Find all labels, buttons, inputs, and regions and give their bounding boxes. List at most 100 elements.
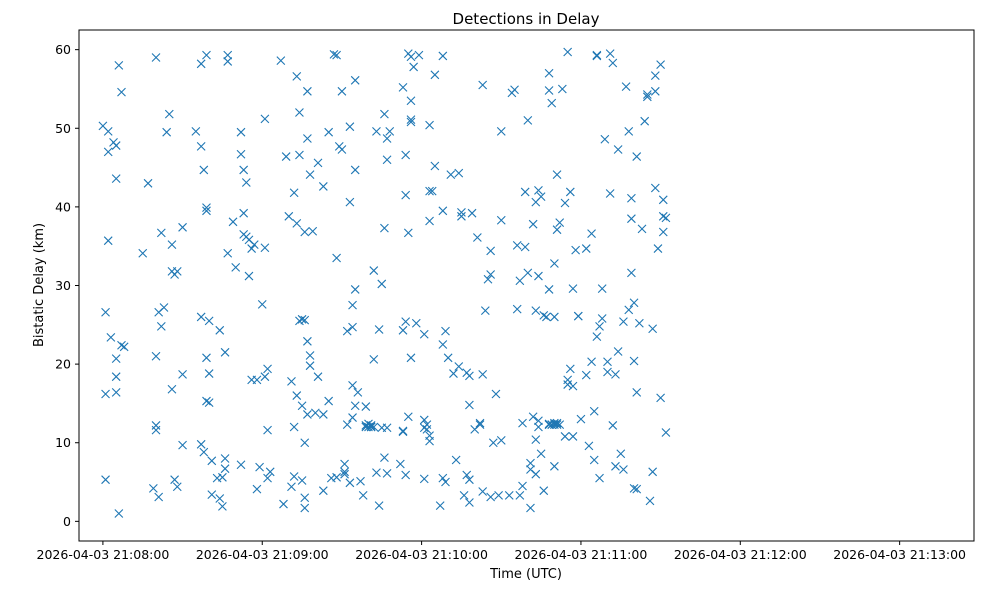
data-point-0-94 bbox=[263, 425, 272, 435]
data-point-0-241 bbox=[465, 475, 474, 485]
data-point-0-18 bbox=[119, 342, 129, 352]
data-point-0-360 bbox=[627, 268, 636, 278]
data-point-0-56 bbox=[204, 316, 214, 326]
data-point-0-228 bbox=[441, 477, 450, 487]
data-point-0-32 bbox=[164, 109, 174, 119]
data-point-0-3 bbox=[101, 307, 110, 317]
data-point-0-49 bbox=[199, 165, 209, 175]
data-point-0-119 bbox=[300, 503, 310, 513]
data-point-0-339 bbox=[595, 321, 604, 331]
data-point-0-382 bbox=[656, 393, 666, 403]
data-point-0-95 bbox=[263, 473, 272, 483]
data-point-0-385 bbox=[658, 227, 668, 237]
data-point-0-280 bbox=[528, 412, 538, 422]
data-point-0-235 bbox=[457, 207, 466, 217]
x-tick-label-0: 2026-04-03 21:08:00 bbox=[37, 547, 170, 562]
data-point-0-377 bbox=[650, 183, 660, 193]
data-point-0-71 bbox=[228, 217, 238, 227]
data-point-0-115 bbox=[300, 227, 310, 237]
data-point-0-220 bbox=[430, 70, 440, 80]
data-point-0-19 bbox=[138, 248, 148, 258]
data-point-0-234 bbox=[454, 168, 464, 178]
data-point-0-198 bbox=[403, 412, 413, 422]
data-point-0-281 bbox=[531, 435, 541, 444]
data-point-0-113 bbox=[297, 401, 307, 411]
data-point-0-344 bbox=[603, 367, 612, 377]
data-point-0-117 bbox=[300, 438, 310, 448]
data-point-0-215 bbox=[425, 436, 434, 446]
data-point-0-90 bbox=[260, 114, 270, 124]
y-axis-label: Bistatic Delay (km) bbox=[32, 223, 47, 347]
data-point-0-98 bbox=[279, 499, 288, 509]
data-point-0-333 bbox=[587, 229, 596, 239]
data-point-0-139 bbox=[332, 50, 341, 60]
data-point-0-45 bbox=[196, 59, 206, 69]
data-point-0-320 bbox=[565, 364, 575, 374]
data-point-0-233 bbox=[454, 362, 464, 371]
data-point-0-325 bbox=[571, 245, 581, 255]
data-point-0-88 bbox=[255, 462, 264, 472]
data-point-0-110 bbox=[295, 150, 304, 160]
x-axis-label: Time (UTC) bbox=[489, 567, 562, 582]
data-point-0-370 bbox=[637, 224, 647, 234]
data-point-0-347 bbox=[605, 189, 615, 198]
data-point-0-368 bbox=[632, 152, 642, 161]
data-point-0-369 bbox=[634, 318, 644, 328]
data-point-0-40 bbox=[178, 222, 187, 232]
data-point-0-374 bbox=[645, 496, 655, 506]
data-point-0-367 bbox=[632, 388, 642, 397]
data-point-0-20 bbox=[143, 178, 153, 188]
data-point-0-331 bbox=[584, 441, 594, 451]
data-point-0-266 bbox=[512, 241, 522, 250]
data-point-0-31 bbox=[162, 127, 172, 137]
data-point-0-224 bbox=[438, 206, 448, 216]
data-point-0-149 bbox=[345, 197, 355, 207]
data-point-0-256 bbox=[486, 492, 496, 502]
data-point-0-99 bbox=[281, 152, 291, 161]
data-point-0-91 bbox=[260, 243, 270, 253]
data-point-0-75 bbox=[236, 460, 246, 470]
data-point-0-130 bbox=[313, 372, 323, 382]
data-point-0-311 bbox=[552, 418, 562, 428]
data-point-0-64 bbox=[218, 472, 227, 482]
data-point-0-132 bbox=[318, 410, 328, 419]
data-point-0-48 bbox=[199, 447, 209, 457]
data-point-0-218 bbox=[425, 120, 434, 130]
data-point-0-356 bbox=[619, 317, 628, 327]
data-point-0-293 bbox=[542, 312, 551, 322]
data-point-0-222 bbox=[435, 501, 445, 511]
data-point-0-13 bbox=[111, 388, 121, 397]
data-point-0-304 bbox=[549, 418, 559, 428]
data-point-0-118 bbox=[300, 493, 310, 503]
data-point-0-314 bbox=[557, 84, 567, 94]
data-point-0-187 bbox=[385, 127, 395, 136]
data-point-0-227 bbox=[441, 326, 450, 336]
data-point-0-381 bbox=[656, 60, 666, 69]
data-point-0-53 bbox=[202, 206, 211, 216]
data-point-0-42 bbox=[178, 369, 187, 379]
data-point-0-11 bbox=[111, 174, 121, 183]
data-point-0-345 bbox=[603, 357, 612, 367]
data-point-0-173 bbox=[369, 422, 379, 432]
data-point-0-343 bbox=[600, 134, 610, 144]
data-point-0-51 bbox=[202, 353, 211, 363]
data-point-0-25 bbox=[151, 53, 161, 62]
data-point-0-244 bbox=[467, 208, 477, 218]
data-point-0-157 bbox=[350, 165, 360, 175]
data-point-0-362 bbox=[627, 193, 636, 203]
data-point-0-175 bbox=[372, 127, 381, 136]
data-point-0-68 bbox=[223, 50, 233, 60]
data-point-0-357 bbox=[621, 82, 631, 91]
data-point-0-313 bbox=[555, 420, 565, 430]
data-point-0-319 bbox=[563, 380, 573, 389]
data-point-0-147 bbox=[342, 326, 352, 336]
data-point-0-126 bbox=[305, 351, 315, 360]
data-point-0-232 bbox=[451, 455, 461, 465]
data-point-0-185 bbox=[382, 469, 392, 478]
data-point-0-35 bbox=[167, 240, 177, 250]
data-point-0-334 bbox=[589, 455, 599, 465]
data-point-0-2 bbox=[101, 475, 110, 485]
data-point-0-332 bbox=[587, 357, 596, 367]
data-point-0-231 bbox=[449, 369, 458, 378]
